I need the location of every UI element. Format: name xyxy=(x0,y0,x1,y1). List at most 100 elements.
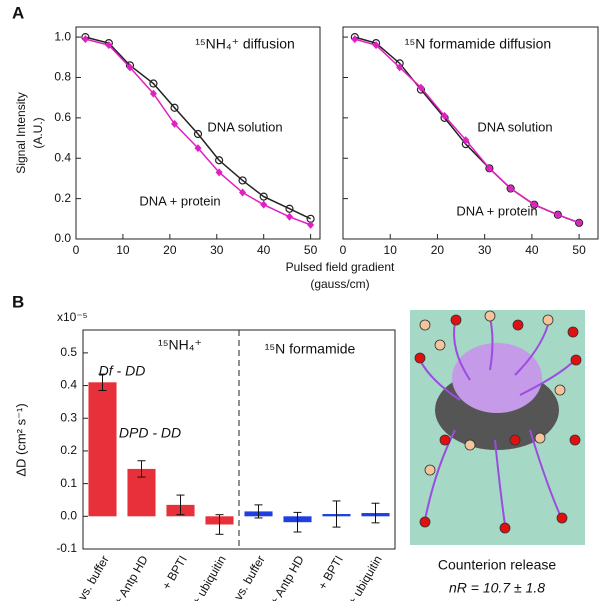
legend-label: DNA + protein xyxy=(139,193,220,208)
point xyxy=(239,188,247,197)
point xyxy=(417,83,425,92)
ion xyxy=(464,439,476,451)
y-tick-label: 0.4 xyxy=(60,378,77,392)
x-tick-label: 10 xyxy=(384,243,398,257)
point xyxy=(193,129,203,139)
y-axis-label: ΔD (cm² s⁻¹) xyxy=(13,403,28,476)
point xyxy=(81,35,89,44)
point xyxy=(170,103,179,112)
x-tick-label: 50 xyxy=(572,243,586,257)
series-line xyxy=(85,36,311,220)
point xyxy=(507,184,515,193)
x-tick-label: 50 xyxy=(304,243,318,257)
arrow xyxy=(514,324,549,376)
legend-label: DNA + protein xyxy=(456,203,537,218)
point xyxy=(286,212,293,221)
y-tick-label: 0.2 xyxy=(54,191,71,205)
x-tick-label: 40 xyxy=(257,243,271,257)
ion xyxy=(419,516,431,528)
legend-label: DNA solution xyxy=(477,119,552,134)
x-tick-label: + Antp HD xyxy=(111,553,151,601)
point xyxy=(530,200,538,209)
y-tick-label: 0.0 xyxy=(60,508,77,522)
point xyxy=(260,200,268,209)
group-label: ¹⁵NH₄⁺ xyxy=(158,337,202,353)
chart-title: ¹⁵N formamide diffusion xyxy=(405,36,551,52)
ion xyxy=(556,512,568,524)
arrow xyxy=(453,321,471,381)
ion xyxy=(434,339,446,351)
y-tick-label: 0.3 xyxy=(60,410,77,424)
illustration-formula: nR = 10.7 ± 1.8 xyxy=(449,580,545,596)
point xyxy=(372,41,380,50)
x-tick-label: + ubiquitin xyxy=(345,553,385,601)
y-tick-label: -0.1 xyxy=(56,541,77,555)
x-tick-label: 40 xyxy=(525,243,539,257)
x-tick-label: + BPTI xyxy=(159,553,190,592)
x-tick-label: 10 xyxy=(116,243,130,257)
ion xyxy=(567,326,579,338)
point xyxy=(171,119,179,128)
chart-title: ¹⁵NH₄⁺ diffusion xyxy=(195,36,295,52)
x-tick-label: 0 xyxy=(73,243,80,257)
multiplier: x10⁻⁵ xyxy=(57,310,88,324)
y-tick-label: 0.0 xyxy=(54,231,71,245)
panel-label: A xyxy=(12,3,24,22)
point xyxy=(307,220,315,229)
x-axis-label: Pulsed field gradient xyxy=(286,260,395,274)
x-tick-label: 30 xyxy=(210,243,224,257)
point xyxy=(554,210,562,219)
point xyxy=(238,176,247,185)
y-tick-label: 0.5 xyxy=(60,345,77,359)
x-tick-label: 20 xyxy=(163,243,177,257)
point xyxy=(194,144,202,153)
ion xyxy=(414,352,426,364)
y-tick-label: 0.1 xyxy=(60,476,77,490)
ion xyxy=(424,464,436,476)
point xyxy=(259,192,268,201)
annotation: Df - DD xyxy=(99,363,146,379)
ion xyxy=(542,314,554,326)
y-tick-label: 1.0 xyxy=(54,29,71,43)
annotation: DPD - DD xyxy=(119,425,181,441)
arrow xyxy=(489,317,494,371)
y-tick-label: 0.2 xyxy=(60,443,77,457)
ion xyxy=(570,354,582,366)
ion xyxy=(484,310,496,322)
point xyxy=(441,111,449,120)
point xyxy=(149,79,158,88)
illustration-caption: Counterion release xyxy=(438,557,557,573)
x-axis-label: (gauss/cm) xyxy=(310,277,369,291)
y-axis-label: (A.U.) xyxy=(31,117,45,148)
point xyxy=(351,35,359,44)
x-tick-label: 20 xyxy=(431,243,445,257)
legend-label: DNA solution xyxy=(207,119,282,134)
point xyxy=(285,204,294,213)
panel-label: B xyxy=(12,292,24,311)
point xyxy=(462,136,470,145)
x-tick-label: + BPTI xyxy=(315,553,346,592)
y-axis-label: Signal Intensity xyxy=(14,92,28,173)
point xyxy=(149,89,157,98)
x-tick-label: 0 xyxy=(340,243,347,257)
x-tick-label: + Antp HD xyxy=(267,553,307,601)
point xyxy=(396,63,404,72)
ion xyxy=(509,434,521,446)
y-tick-label: 0.4 xyxy=(54,150,71,164)
ion xyxy=(450,314,462,326)
arrow xyxy=(529,429,561,516)
ions xyxy=(414,310,582,534)
protein-shape xyxy=(452,343,542,413)
ion xyxy=(439,434,451,446)
ion xyxy=(554,384,566,396)
arrow xyxy=(419,359,461,401)
ion xyxy=(419,319,431,331)
ion xyxy=(512,319,524,331)
plot-frame xyxy=(342,26,599,240)
x-tick-label: 30 xyxy=(478,243,492,257)
ion xyxy=(499,522,511,534)
y-tick-label: 0.8 xyxy=(54,70,71,84)
ion xyxy=(534,432,546,444)
